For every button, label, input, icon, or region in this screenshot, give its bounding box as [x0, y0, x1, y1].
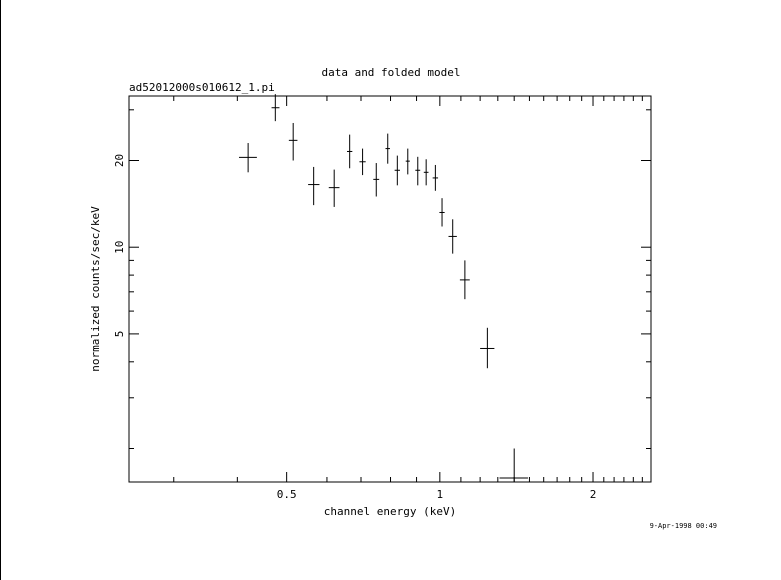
data-point — [271, 94, 280, 122]
plot-frame — [128, 95, 652, 483]
data-point — [480, 327, 495, 369]
data-point — [288, 122, 298, 161]
data-points — [238, 94, 528, 482]
x-tick-label: 0.5 — [277, 488, 297, 501]
data-point — [328, 169, 340, 207]
x-axis-label: channel energy (keV) — [324, 505, 456, 518]
data-point — [359, 148, 366, 176]
y-axis-label: normalized counts/sec/keV — [89, 206, 102, 372]
timestamp-label: 9-Apr-1998 00:49 — [650, 522, 717, 530]
y-tick-label: 10 — [113, 241, 126, 254]
data-point — [459, 260, 470, 300]
chart-title: data and folded model — [321, 66, 460, 79]
y-tick-label: 5 — [113, 331, 126, 338]
data-point — [238, 143, 257, 173]
chart-subtitle: ad52012000s010612_1.pi — [129, 81, 275, 94]
data-point — [432, 164, 439, 191]
x-tick-label: 1 — [437, 488, 444, 501]
data-point — [385, 133, 390, 164]
data-point — [499, 448, 528, 482]
data-point — [415, 156, 421, 186]
data-point — [448, 219, 457, 254]
data-point — [373, 163, 380, 197]
tick-labels: 0.5 1 2 5 10 20 — [113, 154, 596, 501]
x-tick-label: 2 — [590, 488, 597, 501]
axis-ticks — [129, 96, 651, 482]
data-point — [394, 155, 400, 186]
data-point — [439, 198, 445, 227]
data-point — [308, 166, 320, 206]
window-left-border — [0, 0, 1, 580]
data-point — [423, 159, 429, 186]
data-point — [346, 134, 353, 169]
data-point — [405, 148, 410, 175]
y-tick-label: 20 — [113, 154, 126, 167]
